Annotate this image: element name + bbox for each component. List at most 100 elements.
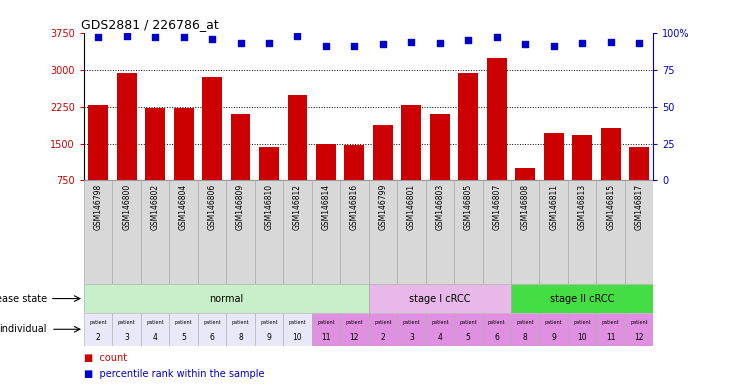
Text: stage I cRCC: stage I cRCC [409,293,471,304]
Text: patient: patient [374,319,392,324]
Text: 10: 10 [577,333,587,342]
Text: patient: patient [602,319,620,324]
Bar [487,58,507,180]
Bar [454,180,483,284]
Bar [198,313,226,346]
Bar [174,108,193,180]
Bar [226,313,255,346]
Text: 10: 10 [293,333,302,342]
Text: patient: patient [146,319,164,324]
Text: GSM146801: GSM146801 [407,184,416,230]
Bar [629,147,649,180]
Bar [369,313,397,346]
Text: patient: patient [345,319,364,324]
Bar [369,180,397,284]
Text: GSM146800: GSM146800 [122,184,131,230]
Text: patient: patient [89,319,107,324]
Bar [283,180,312,284]
Point [406,38,418,45]
Text: patient: patient [402,319,420,324]
Bar [544,133,564,180]
Bar [255,180,283,284]
Text: 5: 5 [466,333,471,342]
Bar [511,180,539,284]
Text: 6: 6 [494,333,499,342]
Text: patient: patient [174,319,193,324]
Bar [112,313,141,346]
Point [548,43,559,49]
Bar [226,180,255,284]
Text: 9: 9 [551,333,556,342]
Text: GSM146806: GSM146806 [207,184,217,230]
Bar [397,180,426,284]
Bar [145,108,165,180]
Text: patient: patient [545,319,563,324]
Point [92,34,104,40]
Text: patient: patient [431,319,449,324]
Text: 8: 8 [523,333,528,342]
Bar [141,180,169,284]
Bar [511,284,653,313]
Text: patient: patient [459,319,477,324]
Bar [596,180,625,284]
Text: GSM146809: GSM146809 [236,184,245,230]
Text: GSM146804: GSM146804 [179,184,188,230]
Text: GSM146807: GSM146807 [492,184,502,230]
Point [320,43,331,49]
Text: GSM146812: GSM146812 [293,184,302,230]
Bar [430,114,450,180]
Point [349,43,361,49]
Bar [539,313,568,346]
Text: patient: patient [231,319,250,324]
Bar [84,180,112,284]
Bar [454,313,483,346]
Bar [402,105,421,180]
Text: individual: individual [0,324,47,334]
Text: GSM146803: GSM146803 [435,184,445,230]
Point [178,34,190,40]
Text: GSM146798: GSM146798 [93,184,103,230]
Bar [426,313,454,346]
Text: patient: patient [630,319,648,324]
Text: 8: 8 [238,333,243,342]
Bar [117,73,137,180]
Point [121,33,133,39]
Bar [316,144,336,180]
Text: GSM146817: GSM146817 [634,184,644,230]
Text: GSM146814: GSM146814 [321,184,331,230]
Bar [84,313,112,346]
Text: 5: 5 [181,333,186,342]
Bar [568,180,596,284]
Text: patient: patient [516,319,534,324]
Text: disease state: disease state [0,293,47,304]
Bar [169,180,198,284]
Text: 11: 11 [321,333,331,342]
Point [634,40,645,46]
Point [235,40,247,46]
Text: 4: 4 [437,333,442,342]
Point [263,40,274,46]
Point [519,41,531,48]
Bar [202,78,222,180]
Text: patient: patient [573,319,591,324]
Point [377,41,388,48]
Text: 3: 3 [124,333,129,342]
Bar [312,180,340,284]
Bar [288,95,307,180]
Bar [112,180,141,284]
Text: GSM146816: GSM146816 [350,184,359,230]
Bar [340,180,369,284]
Bar [198,180,226,284]
Text: 12: 12 [634,333,644,342]
Text: 4: 4 [153,333,158,342]
Text: 3: 3 [409,333,414,342]
Bar [483,180,511,284]
Text: 6: 6 [210,333,215,342]
Text: GSM146805: GSM146805 [464,184,473,230]
Text: patient: patient [317,319,335,324]
Text: patient: patient [288,319,307,324]
Bar [340,313,369,346]
Bar [572,135,592,180]
Point [434,40,445,46]
Text: stage II cRCC: stage II cRCC [550,293,615,304]
